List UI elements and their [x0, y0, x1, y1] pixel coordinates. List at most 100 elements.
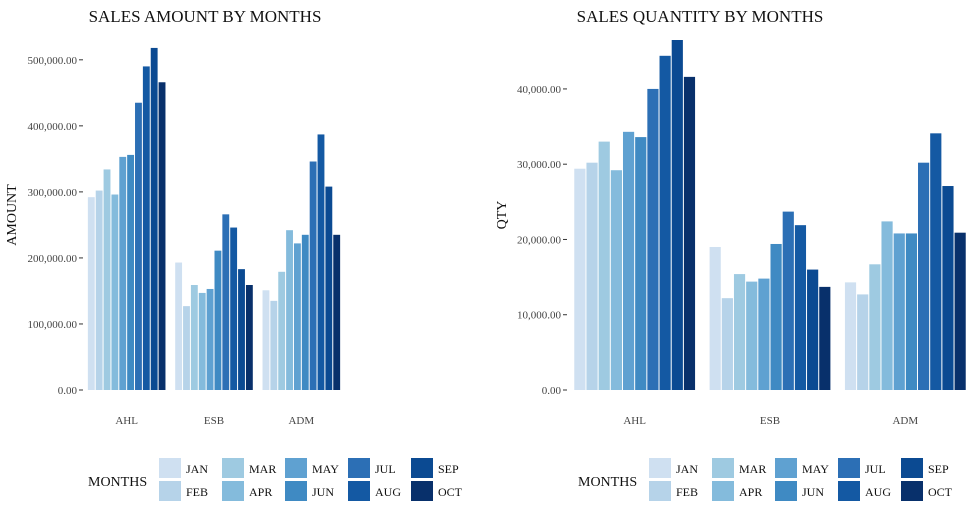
y-tick-label: 200,000.00 — [28, 253, 78, 265]
legend-swatch-aug — [838, 481, 860, 501]
bar-ahl-mar — [598, 141, 610, 390]
bar-ahl-feb — [95, 190, 103, 390]
bar-ahl-jun — [127, 154, 135, 390]
legend-label-apr: APR — [249, 485, 272, 499]
legend-title: MONTHS — [88, 475, 147, 490]
bar-ahl-sep — [150, 47, 158, 390]
legend-label-feb: FEB — [676, 485, 698, 499]
bar-ahl-oct — [158, 82, 166, 390]
bar-ahl-jan — [87, 197, 95, 390]
legend-swatch-jan — [159, 458, 181, 478]
bar-adm-jun — [301, 234, 309, 390]
y-tick-label: 0.00 — [58, 385, 78, 397]
legend-label-may: MAY — [312, 462, 339, 476]
bar-adm-jul — [918, 162, 930, 390]
y-tick-label: 300,000.00 — [28, 187, 78, 199]
bar-adm-apr — [286, 230, 293, 390]
chart-title: SALES AMOUNT BY MONTHS — [89, 7, 322, 26]
legend-label-jun: JUN — [312, 485, 334, 499]
legend-label-may: MAY — [802, 462, 829, 476]
y-tick-label: 30,000.00 — [517, 159, 562, 171]
bar-esb-aug — [230, 227, 238, 390]
legend-label-apr: APR — [739, 485, 762, 499]
x-category-label: AHL — [115, 415, 138, 427]
bar-ahl-jul — [647, 88, 659, 390]
legend-swatch-jan — [649, 458, 671, 478]
bar-adm-oct — [954, 232, 966, 390]
legend-label-jun: JUN — [802, 485, 824, 499]
bar-esb-jul — [782, 211, 794, 390]
x-category-label: AHL — [623, 415, 646, 427]
bar-adm-jun — [905, 233, 918, 390]
bar-esb-jun — [770, 243, 782, 390]
bar-ahl-mar — [103, 169, 111, 390]
legend-label-feb: FEB — [186, 485, 208, 499]
legend-swatch-jun — [775, 481, 797, 501]
legend-label-jan: JAN — [186, 462, 208, 476]
legend-swatch-sep — [411, 458, 433, 478]
legend-label-jan: JAN — [676, 462, 698, 476]
bar-esb-jun — [214, 250, 222, 390]
bar-esb-may — [206, 288, 214, 390]
qty-chart: SALES QUANTITY BY MONTHS QTY 0.00 10,000.00… — [495, 7, 966, 501]
x-category-label: ESB — [204, 415, 224, 427]
legend-label-mar: MAR — [249, 462, 276, 476]
legend-swatch-jul — [838, 458, 860, 478]
bar-ahl-jul — [135, 102, 142, 391]
legend-label-aug: AUG — [865, 485, 891, 499]
bar-ahl-aug — [659, 55, 671, 390]
bar-esb-oct — [819, 286, 831, 390]
bar-adm-apr — [881, 221, 893, 390]
bar-adm-mar — [278, 271, 286, 390]
legend-swatch-mar — [712, 458, 734, 478]
bar-esb-may — [758, 278, 770, 390]
y-tick-label: 20,000.00 — [517, 234, 562, 246]
legend-swatch-aug — [348, 481, 370, 501]
legend-label-aug: AUG — [375, 485, 401, 499]
bar-ahl-feb — [586, 162, 598, 390]
bar-adm-may — [893, 233, 905, 390]
bar-esb-apr — [198, 292, 206, 390]
bar-esb-feb — [183, 306, 190, 390]
legend-swatch-apr — [222, 481, 244, 501]
bar-ahl-oct — [683, 76, 696, 391]
bar-adm-sep — [942, 186, 954, 390]
bar-adm-jan — [262, 290, 270, 390]
bar-esb-oct — [245, 285, 253, 390]
legend-swatch-apr — [712, 481, 734, 501]
legend-swatch-may — [775, 458, 797, 478]
bar-adm-may — [293, 243, 301, 390]
bar-ahl-aug — [142, 66, 150, 390]
y-tick-label: 40,000.00 — [517, 84, 562, 96]
chart-title: SALES QUANTITY BY MONTHS — [577, 7, 824, 26]
y-axis-title: QTY — [495, 201, 510, 230]
bar-esb-jan — [175, 262, 183, 390]
bar-esb-feb — [721, 298, 733, 390]
x-category-label: ESB — [760, 415, 780, 427]
bar-ahl-may — [119, 156, 127, 390]
bar-esb-sep — [807, 269, 819, 390]
legend-swatch-feb — [159, 481, 181, 501]
y-tick-label: 10,000.00 — [517, 310, 562, 322]
legend-label-sep: SEP — [928, 462, 949, 476]
y-axis-title: AMOUNT — [5, 184, 20, 246]
bar-ahl-sep — [671, 40, 683, 390]
bar-ahl-apr — [610, 170, 622, 390]
legend-title: MONTHS — [578, 475, 637, 490]
bar-ahl-jan — [574, 168, 586, 390]
bar-esb-jul — [222, 214, 230, 390]
bar-adm-jan — [844, 282, 857, 390]
bar-adm-aug — [317, 134, 325, 390]
legend-label-oct: OCT — [928, 485, 953, 499]
bar-esb-sep — [238, 269, 245, 390]
y-tick-label: 100,000.00 — [28, 319, 78, 331]
y-tick-label: 0.00 — [542, 385, 562, 397]
x-category-label: ADM — [288, 415, 314, 427]
bar-adm-aug — [930, 133, 942, 391]
bar-adm-sep — [325, 186, 333, 390]
legend-swatch-sep — [901, 458, 923, 478]
legend-label-jul: JUL — [865, 462, 886, 476]
bar-adm-feb — [857, 294, 869, 390]
bar-esb-apr — [746, 281, 758, 390]
bar-adm-oct — [333, 234, 341, 390]
